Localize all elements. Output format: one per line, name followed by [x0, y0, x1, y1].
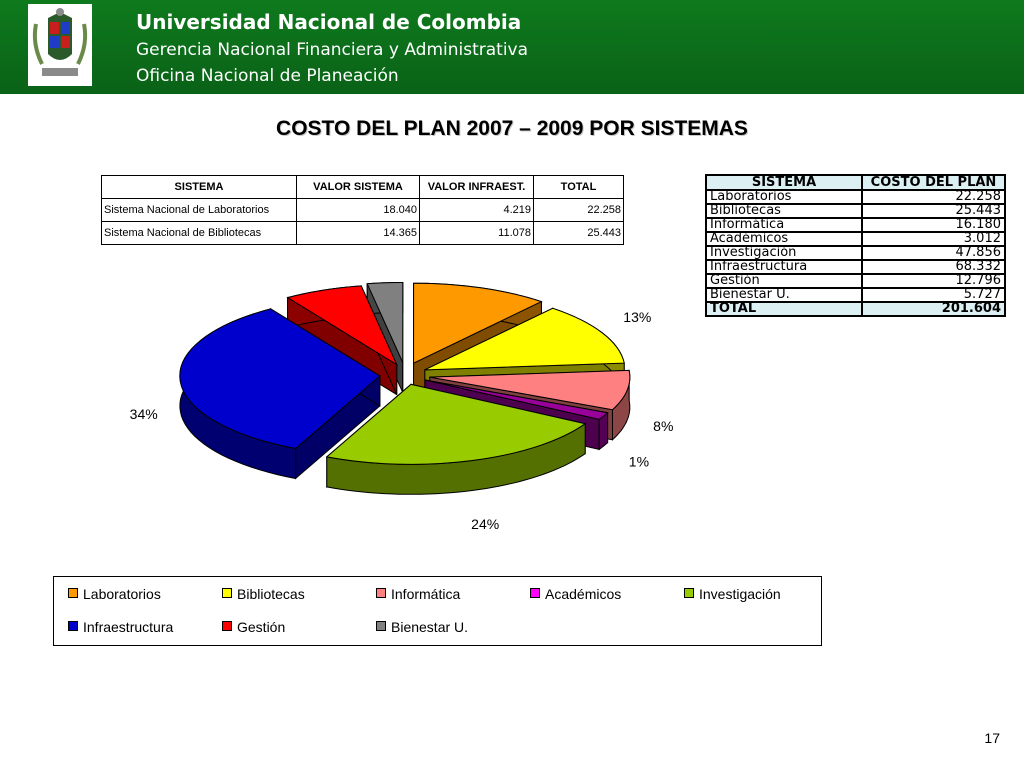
legend-label: Infraestructura	[83, 619, 174, 635]
t2-cell: 68.332	[861, 259, 1006, 275]
legend-item: Informática	[376, 586, 460, 602]
page-title: COSTO DEL PLAN 2007 – 2009 POR SISTEMAS	[276, 117, 748, 140]
t2-total-value: 201.604	[861, 301, 1006, 317]
t1-header-sistema: SISTEMA	[101, 175, 297, 199]
legend-item: Laboratorios	[68, 586, 161, 602]
t2-cell: Infraestructura	[705, 259, 863, 275]
t2-cell: Investigación	[705, 245, 863, 261]
header-bar: Universidad Nacional de Colombia Gerenci…	[0, 0, 1024, 94]
t2-cell: Laboratorios	[705, 189, 863, 205]
t2-cell: Bibliotecas	[705, 203, 863, 219]
t2-header-costo: COSTO DEL PLAN	[861, 174, 1006, 191]
pie-slice-investigaci-n	[325, 383, 587, 495]
t1-cell: 14.365	[296, 221, 420, 245]
legend-label: Investigación	[699, 586, 781, 602]
t2-cell: 22.258	[861, 189, 1006, 205]
table-row: Laboratorios 22.258	[705, 189, 1006, 205]
header-gerencia: Gerencia Nacional Financiera y Administr…	[136, 40, 529, 60]
legend-item: Gestión	[222, 619, 285, 635]
t1-cell: 4.219	[419, 198, 534, 222]
legend-swatch	[68, 621, 78, 631]
t1-cell: 22.258	[533, 198, 624, 222]
header-oficina: Oficina Nacional de Planeación	[136, 66, 399, 86]
table-row: Académicos 3.012	[705, 231, 1006, 247]
t1-header-valor-infraest: VALOR INFRAEST.	[419, 175, 534, 199]
table-row: Bienestar U. 5.727	[705, 287, 1006, 303]
t1-cell: Sistema Nacional de Bibliotecas	[101, 221, 297, 245]
table-total-row: TOTAL 201.604	[705, 301, 1006, 317]
legend-item: Bienestar U.	[376, 619, 468, 635]
t2-cell: 3.012	[861, 231, 1006, 247]
t2-cell: 47.856	[861, 245, 1006, 261]
table-row: Bibliotecas 25.443	[705, 203, 1006, 219]
header-university: Universidad Nacional de Colombia	[136, 10, 522, 34]
pie-data-label: 34%	[130, 406, 158, 422]
table-row: Infraestructura 68.332	[705, 259, 1006, 275]
t1-cell: 11.078	[419, 221, 534, 245]
legend-item: Infraestructura	[68, 619, 173, 635]
table-row: Investigación 47.856	[705, 245, 1006, 261]
table-row: Sistema Nacional de Bibliotecas 14.365 1…	[101, 221, 624, 245]
pie-data-label: 13%	[623, 309, 651, 325]
t1-header-valor-sistema: VALOR SISTEMA	[296, 175, 420, 199]
legend-label: Académicos	[545, 586, 622, 602]
legend-swatch	[530, 588, 540, 598]
pie-data-label: 1%	[629, 453, 649, 469]
t2-cell: 16.180	[861, 217, 1006, 233]
t2-cell: 25.443	[861, 203, 1006, 219]
pie-chart: 11%13%8%1%24%34%6%3%	[130, 281, 673, 530]
cost-table: SISTEMA COSTO DEL PLAN Laboratorios 22.25…	[705, 174, 1006, 317]
chart-legend: Laboratorios Bibliotecas Informática Aca…	[53, 576, 822, 646]
t1-cell: 18.040	[296, 198, 420, 222]
t2-total-label: TOTAL	[705, 301, 863, 317]
pie-data-label: 24%	[471, 516, 499, 530]
table-row: Sistema Nacional de Laboratorios 18.040 …	[101, 198, 624, 222]
university-logo	[28, 4, 92, 86]
legend-item: Académicos	[530, 586, 621, 602]
pie-data-label: 8%	[653, 418, 673, 434]
legend-label: Laboratorios	[83, 586, 161, 602]
t1-header-total: TOTAL	[533, 175, 624, 199]
t2-cell: 5.727	[861, 287, 1006, 303]
t2-header-sistema: SISTEMA	[705, 174, 863, 191]
legend-label: Gestión	[237, 619, 286, 635]
t2-cell: Bienestar U.	[705, 287, 863, 303]
legend-label: Bibliotecas	[237, 586, 305, 602]
legend-label: Bienestar U.	[391, 619, 469, 635]
systems-table: SISTEMA VALOR SISTEMA VALOR INFRAEST. TO…	[101, 175, 624, 245]
t2-cell: Informática	[705, 217, 863, 233]
t1-cell: Sistema Nacional de Laboratorios	[101, 198, 297, 222]
legend-item: Investigación	[684, 586, 781, 602]
t2-cell: Académicos	[705, 231, 863, 247]
page-number: 17	[984, 730, 1000, 746]
legend-swatch	[222, 588, 232, 598]
legend-swatch	[68, 588, 78, 598]
legend-item: Bibliotecas	[222, 586, 305, 602]
legend-swatch	[222, 621, 232, 631]
legend-swatch	[376, 588, 386, 598]
legend-swatch	[684, 588, 694, 598]
legend-label: Informática	[391, 586, 461, 602]
pie-slice-infraestructura	[179, 307, 381, 480]
legend-swatch	[376, 621, 386, 631]
t1-cell: 25.443	[533, 221, 624, 245]
table-row: Informática 16.180	[705, 217, 1006, 233]
t2-cell: 12.796	[861, 273, 1006, 289]
